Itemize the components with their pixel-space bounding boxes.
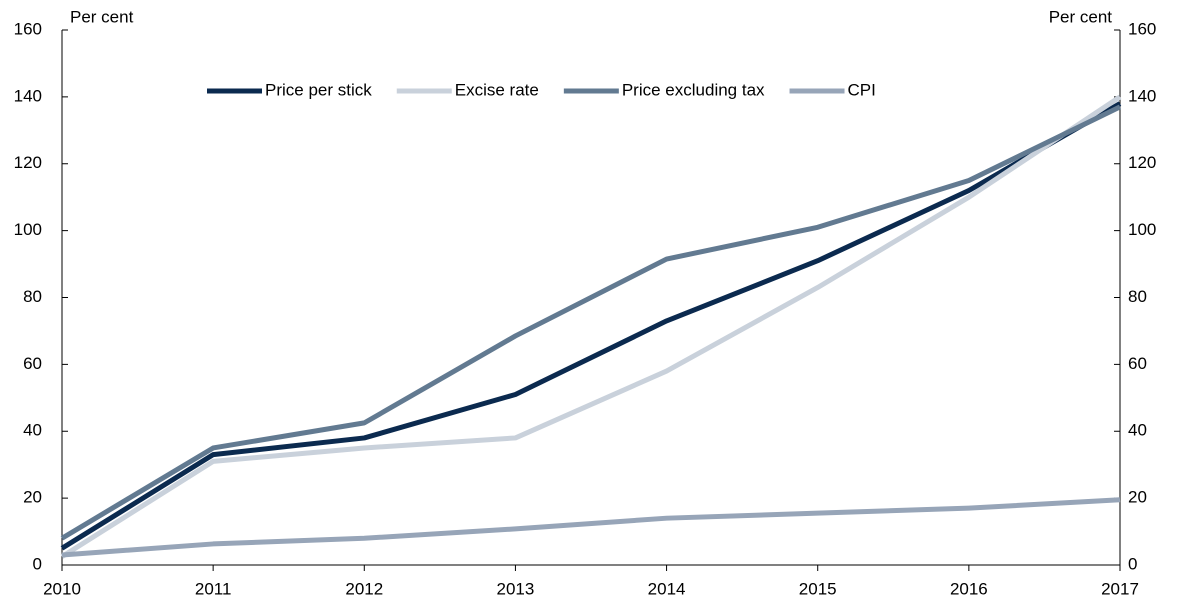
y-axis-label: Per cent xyxy=(70,7,134,26)
x-tick-label: 2013 xyxy=(497,579,535,598)
y-tick-label: 40 xyxy=(23,421,42,440)
y2-tick-label: 0 xyxy=(1128,554,1137,573)
x-tick-label: 2016 xyxy=(950,579,988,598)
legend-label: Price per stick xyxy=(265,80,372,99)
y-tick-label: 140 xyxy=(14,86,42,105)
y2-tick-label: 140 xyxy=(1128,86,1156,105)
y-tick-label: 20 xyxy=(23,488,42,507)
y-tick-label: 120 xyxy=(14,153,42,172)
x-tick-label: 2014 xyxy=(648,579,686,598)
line xyxy=(60,101,1122,551)
y-tick-label: 60 xyxy=(23,354,42,373)
x-tick-label: 2010 xyxy=(43,579,81,598)
line xyxy=(61,497,1121,558)
y2-tick-label: 60 xyxy=(1128,354,1147,373)
y2-tick-label: 100 xyxy=(1128,220,1156,239)
y2-tick-label: 160 xyxy=(1128,19,1156,38)
x-tick-label: 2011 xyxy=(195,579,232,598)
x-tick-label: 2015 xyxy=(799,579,837,598)
y2-tick-label: 20 xyxy=(1128,488,1147,507)
legend-label: CPI xyxy=(848,80,876,99)
x-tick-label: 2012 xyxy=(345,579,383,598)
legend: Price per stick Excise rate Price excludin… xyxy=(207,80,876,99)
line xyxy=(60,94,1122,559)
legend-label: Price excluding tax xyxy=(622,80,765,99)
y2-axis-label: Per cent xyxy=(1049,7,1113,26)
y2-tick-label: 40 xyxy=(1128,421,1147,440)
y2-tick-label: 120 xyxy=(1128,153,1156,172)
y-tick-label: 80 xyxy=(23,287,42,306)
legend-label: Excise rate xyxy=(455,80,539,99)
line xyxy=(60,104,1122,541)
y-tick-label: 160 xyxy=(14,19,42,38)
y-tick-label: 100 xyxy=(14,220,42,239)
y2-tick-label: 80 xyxy=(1128,287,1147,306)
x-tick-label: 2017 xyxy=(1101,579,1139,598)
y-tick-label: 0 xyxy=(33,554,42,573)
